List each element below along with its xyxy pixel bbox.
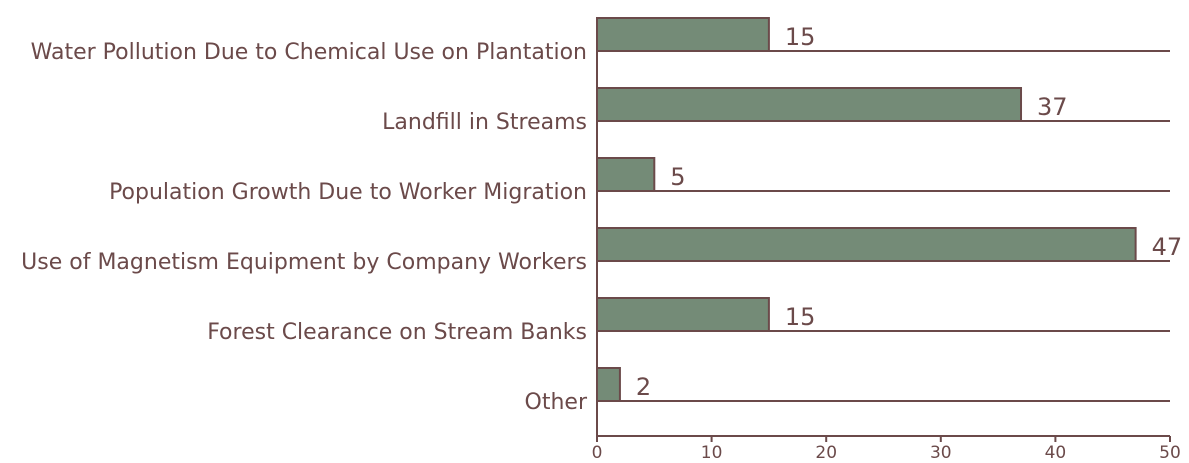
value-label: 47 <box>1152 233 1183 261</box>
x-tick-label: 10 <box>701 443 723 463</box>
x-tick-label: 40 <box>1045 443 1067 463</box>
x-tick-label: 50 <box>1159 443 1181 463</box>
category-label: Use of Magnetism Equipment by Company Wo… <box>21 250 587 275</box>
category-label: Other <box>525 390 588 415</box>
x-tick-label: 30 <box>930 443 952 463</box>
value-label: 15 <box>785 303 816 331</box>
category-label: Forest Clearance on Stream Banks <box>207 320 587 345</box>
category-label: Landfill in Streams <box>382 110 587 135</box>
x-tick-label: 20 <box>815 443 837 463</box>
bar <box>596 17 770 52</box>
value-label: 5 <box>670 163 685 191</box>
x-tick-label: 0 <box>592 443 603 463</box>
category-label: Population Growth Due to Worker Migratio… <box>109 180 587 205</box>
bar <box>596 157 656 192</box>
bar <box>596 87 1023 122</box>
value-label: 2 <box>636 373 651 401</box>
bar <box>596 227 1137 262</box>
value-label: 37 <box>1037 93 1068 121</box>
category-label: Water Pollution Due to Chemical Use on P… <box>31 40 587 65</box>
bar <box>596 367 621 402</box>
value-label: 15 <box>785 23 816 51</box>
bar <box>596 297 770 332</box>
